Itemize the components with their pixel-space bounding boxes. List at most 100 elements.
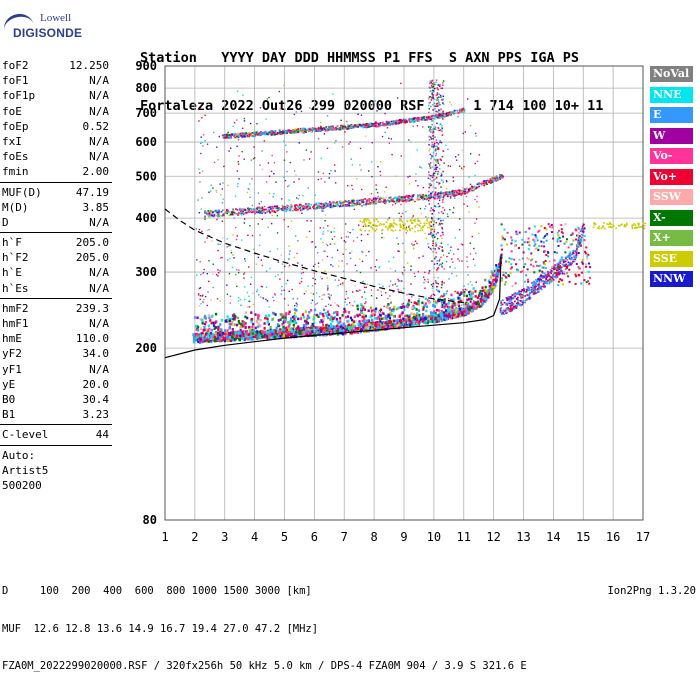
echo-point bbox=[427, 300, 428, 301]
echo-point bbox=[432, 304, 434, 307]
echo-point bbox=[524, 302, 526, 304]
echo-point bbox=[247, 292, 248, 293]
echo-point bbox=[197, 329, 199, 332]
echo-point bbox=[242, 209, 244, 211]
echo-point bbox=[317, 252, 318, 253]
echo-point bbox=[520, 294, 522, 296]
echo-point bbox=[522, 295, 524, 297]
echo-point bbox=[272, 330, 274, 333]
echo-point bbox=[360, 272, 361, 273]
echo-point bbox=[275, 294, 276, 295]
echo-point bbox=[384, 113, 385, 114]
echo-point bbox=[267, 318, 269, 321]
echo-point bbox=[267, 300, 268, 301]
echo-point bbox=[202, 295, 203, 296]
echo-point bbox=[489, 281, 491, 284]
echo-point bbox=[387, 298, 388, 299]
echo-point bbox=[203, 329, 205, 332]
echo-point bbox=[284, 266, 285, 267]
echo-point bbox=[323, 210, 324, 211]
echo-point bbox=[508, 296, 510, 298]
echo-point bbox=[331, 127, 333, 129]
echo-point bbox=[199, 335, 201, 338]
echo-point bbox=[265, 209, 267, 211]
echo-point bbox=[414, 301, 416, 304]
echo-point bbox=[394, 201, 396, 203]
echo-point bbox=[346, 121, 347, 122]
echo-point bbox=[235, 208, 237, 210]
echo-point bbox=[453, 298, 455, 301]
echo-point bbox=[219, 339, 221, 342]
echo-point bbox=[428, 234, 429, 235]
echo-point bbox=[386, 318, 388, 321]
echo-point bbox=[249, 225, 250, 226]
echo-point bbox=[430, 195, 432, 197]
echo-point bbox=[249, 337, 251, 340]
echo-point bbox=[311, 129, 313, 131]
echo-point bbox=[375, 121, 376, 122]
echo-point bbox=[310, 204, 312, 206]
echo-point bbox=[448, 306, 450, 309]
echo-point bbox=[327, 287, 328, 288]
echo-point bbox=[241, 211, 243, 213]
echo-point bbox=[416, 198, 418, 200]
echo-point bbox=[486, 184, 488, 186]
echo-point bbox=[196, 336, 198, 339]
echo-point bbox=[408, 120, 410, 122]
echo-point bbox=[290, 328, 292, 331]
echo-point bbox=[476, 196, 477, 197]
echo-point bbox=[500, 310, 502, 312]
echo-point bbox=[288, 324, 290, 327]
echo-point bbox=[315, 279, 316, 280]
echo-point bbox=[281, 328, 283, 331]
echo-point bbox=[234, 332, 236, 335]
echo-point bbox=[379, 318, 381, 321]
echo-point bbox=[452, 111, 454, 113]
echo-point bbox=[287, 130, 289, 132]
echo-point bbox=[243, 134, 245, 136]
echo-point bbox=[201, 136, 202, 137]
echo-point bbox=[456, 160, 457, 161]
echo-point bbox=[258, 192, 259, 193]
echo-point bbox=[546, 281, 548, 283]
echo-point bbox=[517, 297, 519, 299]
echo-point bbox=[574, 257, 576, 259]
echo-point bbox=[258, 294, 259, 295]
echo-point bbox=[262, 169, 263, 170]
echo-point bbox=[251, 135, 253, 137]
echo-point bbox=[365, 287, 366, 288]
echo-point bbox=[337, 203, 339, 205]
echo-point bbox=[278, 319, 280, 322]
echo-point bbox=[406, 305, 408, 308]
echo-point bbox=[565, 257, 567, 259]
echo-point bbox=[426, 305, 428, 308]
echo-point bbox=[337, 125, 339, 127]
echo-point bbox=[223, 337, 225, 340]
echo-point bbox=[393, 121, 395, 123]
echo-point bbox=[445, 113, 447, 115]
echo-point bbox=[327, 285, 328, 286]
echo-point bbox=[365, 326, 367, 329]
echo-point bbox=[534, 287, 536, 289]
echo-point bbox=[377, 196, 378, 197]
echo-point bbox=[258, 132, 260, 134]
echo-point bbox=[443, 314, 445, 317]
echo-point bbox=[314, 309, 316, 312]
echo-point bbox=[212, 211, 214, 213]
echo-point bbox=[327, 311, 329, 314]
echo-point bbox=[274, 313, 276, 316]
echo-point bbox=[381, 125, 383, 127]
echo-point bbox=[422, 308, 424, 311]
echo-point bbox=[276, 134, 278, 136]
echo-point bbox=[459, 260, 460, 261]
echo-point bbox=[323, 308, 325, 311]
echo-point bbox=[360, 307, 362, 310]
echo-point bbox=[502, 310, 504, 312]
echo-point bbox=[348, 236, 349, 237]
echo-point bbox=[351, 205, 353, 207]
echo-point bbox=[310, 326, 312, 329]
echo-point bbox=[358, 320, 360, 323]
echo-point bbox=[302, 129, 304, 131]
echo-point bbox=[262, 219, 263, 220]
echo-point bbox=[553, 279, 555, 281]
